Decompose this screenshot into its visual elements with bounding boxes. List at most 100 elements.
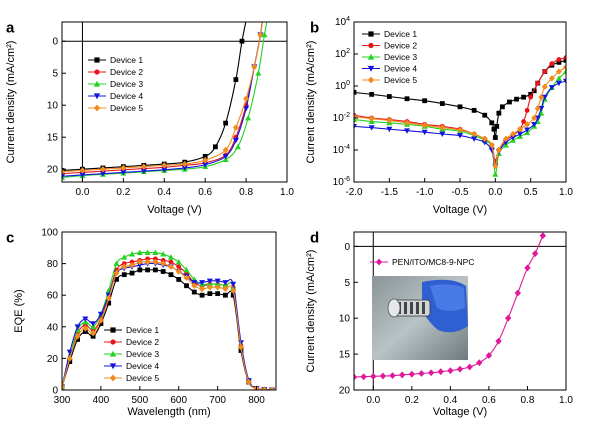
point-b-4-19 [538, 105, 545, 112]
point-c-4-19 [199, 280, 206, 286]
point-b-5-11 [492, 162, 499, 170]
point-b-4-22 [555, 80, 562, 87]
point-b-4-20 [541, 94, 548, 101]
legend-marker-b-2 [368, 42, 374, 49]
point-b-1-24 [556, 59, 562, 65]
point-c-5-2 [66, 355, 73, 362]
point-b-4-4 [404, 128, 410, 134]
point-b-3-22 [555, 75, 562, 81]
x-tick-label-a-3: 0.4 [157, 187, 171, 198]
legend-label-c-2: Device 2 [126, 337, 159, 347]
axes-frame-c [61, 231, 277, 391]
x-axis-label-d: Voltage (V) [433, 406, 487, 418]
point-b-2-21 [549, 61, 555, 67]
point-a-5-10 [232, 124, 239, 131]
axes-frame-a [61, 21, 288, 183]
point-a-4-5 [140, 168, 147, 175]
point-c-4-20 [206, 278, 213, 284]
point-b-4-14 [510, 135, 516, 141]
point-a-4-11 [243, 106, 250, 112]
point-c-5-25 [245, 378, 252, 386]
x-tick-label-c-2: 400 [93, 395, 110, 406]
y-tick-label-b-3: 10-2 [333, 112, 350, 124]
panel-b: b -2.0 -1.5 -1.0 -0.5 0.0 0.5 1.0 10-6 10-4 10-2 10… [305, 16, 573, 216]
y-tick-label-a-5: 0 [52, 37, 58, 48]
series-c-2 [62, 256, 275, 390]
point-b-5-13 [502, 135, 509, 143]
point-b-5-18 [534, 105, 541, 112]
legend-label-c-3: Device 3 [126, 349, 159, 359]
x-tick-label-c-5: 700 [209, 395, 226, 406]
y-axis-label-c: EQE (%) [13, 289, 25, 332]
point-c-5-19 [199, 285, 206, 293]
axes-frame-d [353, 231, 567, 391]
x-axis-label-a: Voltage (V) [147, 204, 201, 216]
point-a-5-6 [161, 162, 168, 169]
point-b-5-8 [471, 130, 478, 138]
point-b-4-7 [457, 133, 463, 139]
point-b-5-2 [368, 115, 375, 122]
point-c-4-5 [90, 321, 97, 327]
point-b-5-20 [541, 83, 548, 90]
point-a-5-12 [251, 63, 258, 70]
point-a-5-13 [257, 31, 264, 38]
legend-marker-c-4 [109, 363, 117, 370]
series-a-3 [62, 22, 268, 180]
legend-c: Device 1 Device 2 Device 3 Device 4 Device 5 [104, 325, 159, 383]
point-c-4-23 [230, 281, 237, 288]
point-b-5-3 [386, 117, 393, 124]
point-b-4-1 [354, 123, 357, 130]
point-b-5-21 [548, 75, 555, 82]
point-b-1-9 [482, 112, 488, 118]
legend-label-c-4: Device 4 [126, 361, 159, 371]
x-tick-label-a-1: 0.0 [76, 187, 90, 198]
point-c-1-17 [184, 283, 189, 289]
point-d-1-20 [531, 250, 539, 257]
point-d-1-8 [418, 370, 425, 377]
point-b-4-18 [534, 115, 541, 121]
x-tick-label-d-3: 0.4 [443, 395, 457, 406]
point-a-4-8 [202, 162, 209, 168]
point-a-4-2 [79, 172, 86, 178]
point-c-1-14 [160, 269, 166, 274]
point-b-2-18 [528, 94, 534, 100]
point-a-4-6 [161, 167, 168, 173]
y-tick-label-a-3: 10 [47, 101, 59, 112]
point-b-1-15 [500, 104, 505, 110]
legend-marker-a-3 [93, 80, 101, 87]
point-b-4-17 [531, 121, 538, 128]
y-tick-label-d-1: 0 [344, 242, 350, 253]
point-d-1-10 [437, 368, 444, 376]
point-b-2-20 [542, 69, 548, 74]
point-a-1-9 [213, 144, 218, 150]
x-tick-label-b-3: -1.0 [416, 187, 434, 198]
point-c-5-5 [90, 329, 97, 337]
point-d-1-11 [447, 367, 454, 375]
point-c-4-6 [97, 311, 104, 318]
x-tick-label-b-5: 0.0 [488, 187, 502, 198]
series-line-c-5 [62, 261, 273, 390]
point-c-3-17 [183, 266, 190, 273]
point-a-1-8 [202, 154, 208, 159]
x-tick-label-c-6: 800 [248, 395, 265, 406]
point-a-1-12 [239, 38, 245, 44]
point-c-5-23 [230, 287, 237, 294]
point-b-5-17 [531, 114, 538, 122]
x-tick-label-c-3: 500 [131, 395, 148, 406]
point-a-4-9 [222, 154, 229, 160]
point-b-5-6 [439, 124, 446, 131]
y-tick-label-d-2: 5 [344, 278, 350, 289]
point-c-5-20 [206, 284, 213, 291]
point-c-5-13 [152, 258, 159, 266]
inset-photo [372, 276, 468, 360]
point-a-4-1 [62, 173, 65, 180]
legend-label-c-5: Device 5 [126, 373, 159, 383]
series-c-3 [62, 249, 274, 390]
point-c-1-18 [191, 289, 197, 295]
point-a-4-10 [232, 138, 239, 144]
point-b-1-3 [386, 94, 392, 99]
x-axis-label-b: Voltage (V) [433, 204, 487, 216]
point-c-1-11 [137, 267, 143, 273]
